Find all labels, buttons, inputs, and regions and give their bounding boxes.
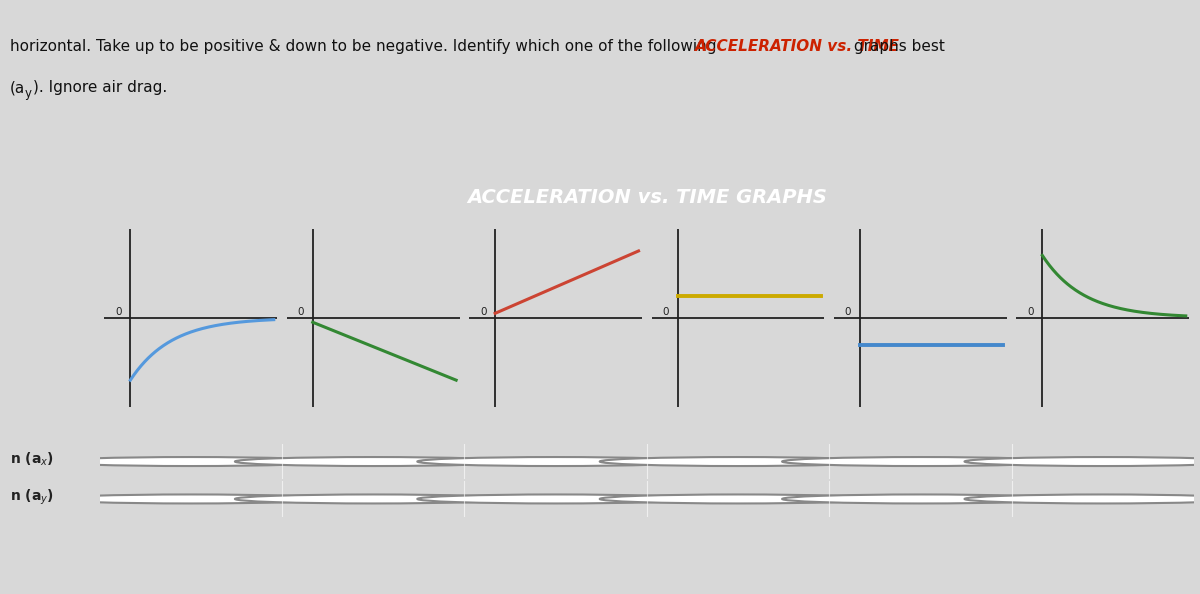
Text: n (a$_x$): n (a$_x$) [10, 451, 54, 469]
Text: y: y [24, 87, 31, 100]
Text: 0: 0 [845, 308, 851, 317]
Circle shape [782, 494, 1058, 504]
Text: horizontal. Take up to be positive & down to be negative. Identify which one of : horizontal. Take up to be positive & dow… [10, 39, 721, 53]
Text: 0: 0 [115, 308, 121, 317]
Circle shape [235, 494, 511, 504]
Text: ACCELERATION vs. TIME: ACCELERATION vs. TIME [696, 39, 900, 53]
Circle shape [418, 457, 694, 466]
Circle shape [965, 494, 1200, 504]
Circle shape [235, 457, 511, 466]
Text: 0: 0 [298, 308, 304, 317]
Text: 0: 0 [480, 308, 486, 317]
Circle shape [965, 457, 1200, 466]
Circle shape [53, 494, 329, 504]
Circle shape [600, 457, 876, 466]
Text: ). Ignore air drag.: ). Ignore air drag. [32, 80, 167, 95]
Circle shape [418, 494, 694, 504]
Text: n (a$_y$): n (a$_y$) [10, 488, 54, 507]
Circle shape [53, 457, 329, 466]
Text: graphs best: graphs best [848, 39, 944, 53]
Text: (a: (a [10, 80, 25, 95]
Circle shape [600, 494, 876, 504]
Circle shape [782, 457, 1058, 466]
Text: 0: 0 [1027, 308, 1033, 317]
Text: ACCELERATION vs. TIME GRAPHS: ACCELERATION vs. TIME GRAPHS [467, 188, 827, 207]
Text: 0: 0 [662, 308, 668, 317]
